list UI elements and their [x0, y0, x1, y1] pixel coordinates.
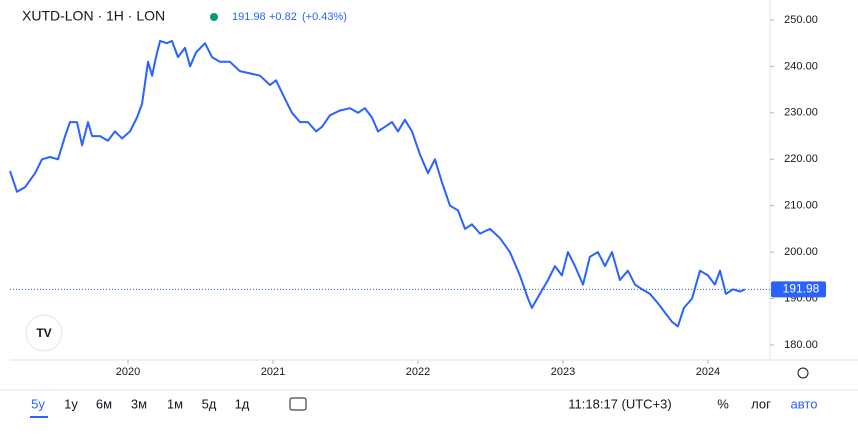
x-tick-label: 2022 — [406, 366, 430, 378]
range-button[interactable]: 1м — [167, 396, 183, 411]
y-tick-label: 200.00 — [784, 246, 818, 258]
y-tick-label: 230.00 — [784, 107, 818, 119]
percent-button[interactable]: % — [717, 396, 729, 411]
range-button[interactable]: 6м — [96, 396, 112, 411]
range-button[interactable]: 3м — [131, 396, 147, 411]
last-price-box — [771, 281, 826, 298]
log-button[interactable]: лог — [751, 396, 771, 411]
auto-button[interactable]: авто — [791, 396, 818, 411]
x-tick-label: 2021 — [261, 366, 285, 378]
x-tick-label: 2023 — [551, 366, 575, 378]
range-button[interactable]: 1у — [64, 396, 78, 411]
last-price-label: 191.98 — [783, 282, 820, 296]
y-tick-label: 250.00 — [784, 14, 818, 26]
clock: 11:18:17 (UTC+3) — [568, 396, 671, 411]
x-tick-label: 2020 — [116, 366, 140, 378]
range-button[interactable]: 5д — [202, 396, 217, 411]
y-tick-label: 220.00 — [784, 153, 818, 165]
header-change: +0.82 — [269, 11, 297, 23]
y-tick-label: 240.00 — [784, 60, 818, 72]
status-dot — [210, 13, 218, 21]
header-change-pct: (+0.43%) — [302, 11, 347, 23]
range-button[interactable]: 5у — [31, 396, 45, 411]
settings-icon[interactable] — [797, 367, 809, 379]
header-price: 191.98 — [232, 11, 266, 23]
x-tick-label: 2024 — [696, 366, 720, 378]
logo-mark: TV — [36, 326, 51, 340]
logo[interactable] — [25, 314, 63, 352]
price-line — [9, 39, 746, 328]
chart-title: XUTD-LON · 1H · LON — [22, 8, 165, 24]
y-tick-label: 210.00 — [784, 200, 818, 212]
range-button[interactable]: 1д — [235, 396, 250, 411]
compare-icon[interactable] — [289, 397, 307, 411]
y-tick-label: 180.00 — [784, 339, 818, 351]
